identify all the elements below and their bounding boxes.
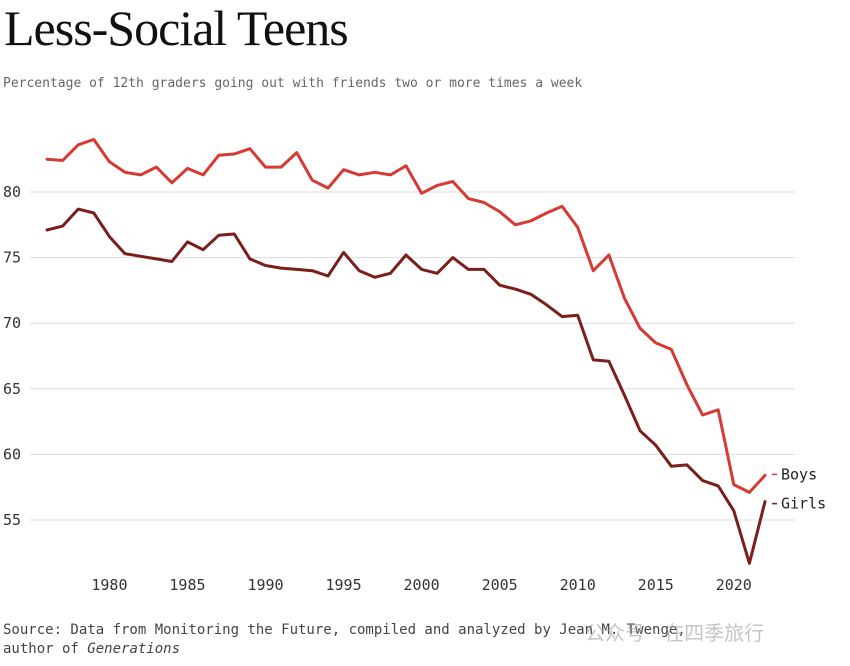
series-label-boys: Boys: [781, 465, 817, 483]
y-tick-label: 65: [3, 380, 21, 398]
series-lines: [45, 138, 767, 565]
series-labels: Boys Girls: [772, 465, 826, 513]
series-line-girls: [45, 207, 767, 565]
chart-subtitle: Percentage of 12th graders going out wit…: [3, 76, 583, 91]
series-line-boys: [45, 138, 767, 494]
x-tick-label: 2005: [482, 576, 518, 594]
author-prefix: author of: [3, 641, 88, 657]
x-tick-label: 1980: [91, 576, 127, 594]
chart-title: Less-Social Teens: [4, 0, 349, 56]
x-tick-label: 2010: [560, 576, 596, 594]
x-tick-label: 2000: [404, 576, 440, 594]
gridlines: [30, 191, 795, 521]
y-axis-ticks: 55 60 65 70 75 80: [3, 183, 21, 529]
y-tick-label: 70: [3, 314, 21, 332]
x-tick-label: 1985: [169, 576, 205, 594]
x-tick-label: 2015: [638, 576, 674, 594]
y-tick-label: 80: [3, 183, 21, 201]
x-tick-label: 2020: [716, 576, 752, 594]
source-note: Source: Data from Monitoring the Future,…: [3, 621, 686, 659]
y-tick-label: 60: [3, 445, 21, 463]
watermark: 公众号 · 在四季旅行: [585, 621, 765, 645]
y-tick-label: 75: [3, 249, 21, 267]
y-tick-label: 55: [3, 511, 21, 529]
line-chart: 55 60 65 70 75 80 1980 1985 1990 1995 2000 2005 201…: [3, 138, 826, 594]
source-line: Source: Data from Monitoring the Future,…: [3, 622, 686, 638]
x-axis-ticks: 1980 1985 1990 1995 2000 2005 2010 2015 2020: [91, 576, 751, 594]
series-label-girls: Girls: [781, 495, 826, 513]
author-line: author of Generations: [3, 640, 686, 659]
author-book: Generations: [87, 641, 181, 657]
x-tick-label: 1995: [326, 576, 362, 594]
x-tick-label: 1990: [247, 576, 283, 594]
